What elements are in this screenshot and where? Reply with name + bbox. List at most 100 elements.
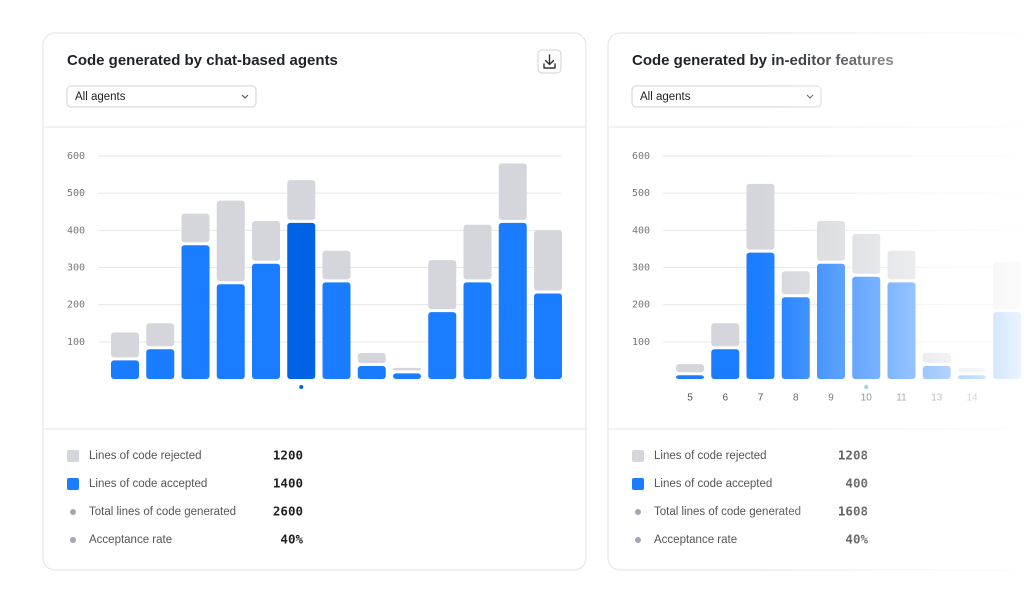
bar-segment: [216, 200, 245, 282]
bar-segment: [181, 245, 210, 379]
bar-segment: [357, 352, 386, 363]
legend-bullet: [635, 509, 641, 515]
bar-segment: [852, 276, 881, 379]
bar-segment: [676, 364, 704, 373]
bar-segment: [216, 284, 245, 379]
bar-segment: [781, 297, 810, 379]
bar-segment: [287, 180, 316, 220]
dropdown-label[interactable]: All agents: [75, 91, 126, 103]
selection-dot: [864, 385, 869, 389]
bar-segment: [922, 365, 951, 379]
y-tick-label: 100: [632, 337, 650, 348]
stat-label: Acceptance rate: [654, 534, 737, 546]
y-tick-label: 600: [632, 151, 650, 162]
stat-label: Lines of code accepted: [89, 478, 207, 490]
y-tick-label: 500: [632, 188, 650, 199]
stat-label: Lines of code accepted: [654, 478, 772, 490]
x-tick-label: 14: [966, 393, 978, 404]
x-tick-label: 13: [931, 393, 943, 404]
selection-dot: [299, 385, 304, 389]
bar-segment: [463, 224, 492, 280]
bar-segment: [746, 252, 775, 379]
legend-bullet: [70, 509, 76, 515]
bar-segment: [922, 352, 951, 363]
card-title: Code generated by chat-based agents: [67, 52, 338, 69]
stat-label: Total lines of code generated: [654, 506, 801, 518]
card: [42, 32, 587, 571]
legend-swatch: [67, 478, 79, 490]
bar-segment: [463, 282, 492, 379]
y-tick-label: 100: [67, 337, 85, 348]
download-icon[interactable]: [543, 54, 556, 69]
legend-bullet: [70, 537, 76, 543]
legend-swatch: [632, 478, 644, 490]
x-tick-label: 5: [687, 393, 693, 404]
y-tick-label: 300: [67, 263, 85, 274]
stat-label: Total lines of code generated: [89, 506, 236, 518]
bar-segment: [146, 349, 175, 379]
y-tick-label: 600: [67, 151, 85, 162]
bar-segment: [887, 282, 916, 379]
bar-segment: [958, 375, 986, 379]
bar-segment: [428, 312, 457, 379]
stat-value: 40%: [280, 532, 303, 547]
bar-segment: [711, 349, 740, 379]
bar-segment: [498, 222, 527, 379]
y-tick-label: 400: [67, 225, 85, 236]
bar-segment: [252, 263, 280, 379]
stat-value: 1200: [273, 448, 303, 463]
stat-label: Lines of code rejected: [654, 450, 767, 462]
bar-segment: [252, 221, 280, 261]
bar-segment: [393, 367, 421, 371]
bar-segment: [817, 263, 845, 379]
bar-segment: [958, 367, 986, 373]
x-tick-label: 6: [722, 393, 728, 404]
stat-value: 1400: [273, 476, 303, 491]
bar-segment: [817, 221, 845, 261]
x-tick-label: 7: [758, 393, 764, 404]
legend-swatch: [632, 450, 644, 462]
y-tick-label: 300: [632, 263, 650, 274]
content: Code generated by chat-based agents All a…: [42, 32, 1024, 571]
bar-segment: [111, 360, 139, 379]
stat-value: 2600: [273, 504, 303, 519]
x-tick-label: 10: [861, 393, 873, 404]
bar-segment: [676, 375, 704, 379]
bar-segment: [534, 230, 562, 291]
x-tick-label: 8: [793, 393, 799, 404]
dropdown-label[interactable]: All agents: [640, 91, 691, 103]
y-tick-label: 500: [67, 188, 85, 199]
legend-bullet: [635, 537, 641, 543]
bar-segment: [852, 234, 881, 274]
y-tick-label: 400: [632, 225, 650, 236]
bar-segment: [746, 183, 775, 250]
x-tick-label: 11: [896, 393, 907, 404]
download-button[interactable]: [537, 49, 562, 74]
bar-segment: [393, 373, 421, 379]
y-tick-label: 200: [67, 300, 85, 311]
bar-segment: [534, 293, 562, 379]
stat-value: 40%: [845, 532, 868, 547]
stat-label: Acceptance rate: [89, 534, 172, 546]
bar-segment: [993, 312, 1022, 379]
dropdown-chevron[interactable]: [241, 94, 249, 99]
bar-segment: [146, 323, 175, 347]
stat-value: 1608: [838, 504, 868, 519]
stat-value: 1208: [838, 448, 868, 463]
y-tick-label: 200: [632, 300, 650, 311]
stat-label: Lines of code rejected: [89, 450, 202, 462]
card-title: Code generated by in-editor features: [632, 52, 894, 69]
dropdown[interactable]: [66, 85, 257, 108]
bar-segment: [993, 261, 1022, 310]
legend-swatch: [67, 450, 79, 462]
bar-segment: [887, 250, 916, 280]
bar-segment: [357, 365, 386, 379]
bar-segment: [111, 332, 139, 358]
bar-segment: [287, 222, 316, 379]
bar-segment: [428, 260, 457, 310]
bar-segment: [498, 163, 527, 220]
bar-segment: [781, 271, 810, 295]
stat-value: 400: [845, 476, 868, 491]
